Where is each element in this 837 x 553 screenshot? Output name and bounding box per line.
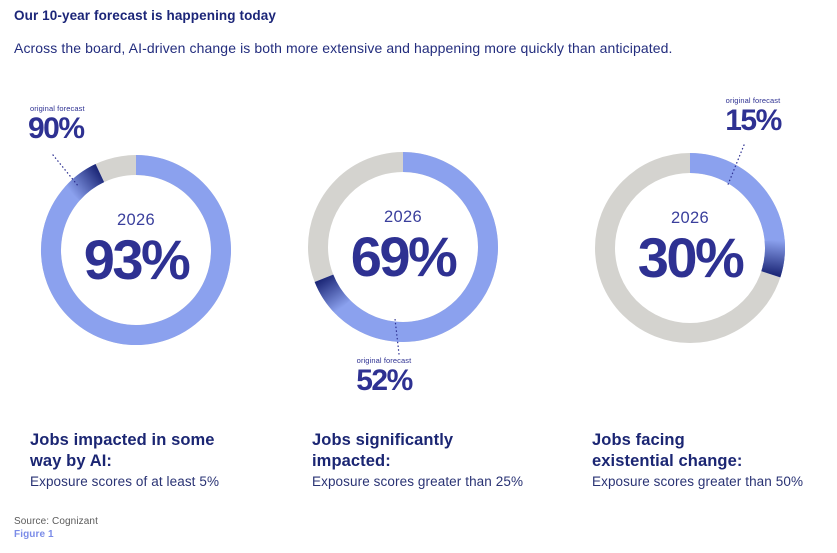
page-title: Our 10-year forecast is happening today bbox=[14, 8, 276, 23]
figure-caption: Figure 1 bbox=[14, 529, 54, 540]
description-subtext: Exposure scores greater than 50% bbox=[592, 473, 804, 489]
description-heading: Jobs significantly impacted: bbox=[312, 430, 555, 472]
page-subtitle: Across the board, AI-driven change is bo… bbox=[14, 40, 673, 56]
donut-ring-chart-3 bbox=[595, 144, 785, 343]
description-chart-1: Jobs impacted in some way by AI: Exposur… bbox=[9, 430, 282, 489]
chart-descriptions-row: Jobs impacted in some way by AI: Exposur… bbox=[9, 430, 828, 489]
donut-ring-chart-1 bbox=[41, 154, 231, 345]
donut-value-arc bbox=[314, 152, 498, 342]
donut-forecast-cap bbox=[761, 239, 785, 278]
description-heading: Jobs facing existential change: bbox=[592, 430, 828, 472]
heading-line: impacted: bbox=[312, 451, 391, 470]
description-subtext: Exposure scores greater than 25% bbox=[312, 473, 524, 489]
description-subtext: Exposure scores of at least 5% bbox=[30, 473, 220, 489]
heading-line: existential change: bbox=[592, 451, 743, 470]
callout-leader-line bbox=[726, 144, 745, 188]
description-chart-3: Jobs facing existential change: Exposure… bbox=[555, 430, 828, 489]
donut-chart-jobs-impacted: original forecast 90% 2026 93% bbox=[9, 95, 282, 405]
description-chart-2: Jobs significantly impacted: Exposure sc… bbox=[282, 430, 555, 489]
donut-value-arc bbox=[689, 153, 785, 278]
donut-ring-chart-2 bbox=[308, 152, 498, 355]
heading-line: Jobs facing bbox=[592, 431, 685, 449]
donut-forecast-cap bbox=[64, 164, 105, 201]
description-heading: Jobs impacted in some way by AI: bbox=[30, 430, 282, 472]
donut-forecast-cap bbox=[314, 274, 351, 315]
callout-leader-line bbox=[52, 154, 80, 188]
donut-chart-jobs-existential-change: original forecast 15% 2026 30% bbox=[555, 95, 828, 405]
donut-charts-row: original forecast 90% 2026 93% original … bbox=[9, 95, 828, 405]
heading-line: Jobs impacted in some bbox=[30, 431, 215, 449]
donut-chart-jobs-significantly-impacted: original forecast 52% 2026 69% bbox=[282, 95, 555, 405]
source-caption: Source: Cognizant bbox=[14, 516, 98, 527]
heading-line: Jobs significantly bbox=[312, 431, 454, 449]
heading-line: way by AI: bbox=[30, 451, 112, 470]
figure-footer: Source: Cognizant Figure 1 bbox=[14, 516, 98, 540]
donut-value-arc bbox=[41, 155, 231, 345]
